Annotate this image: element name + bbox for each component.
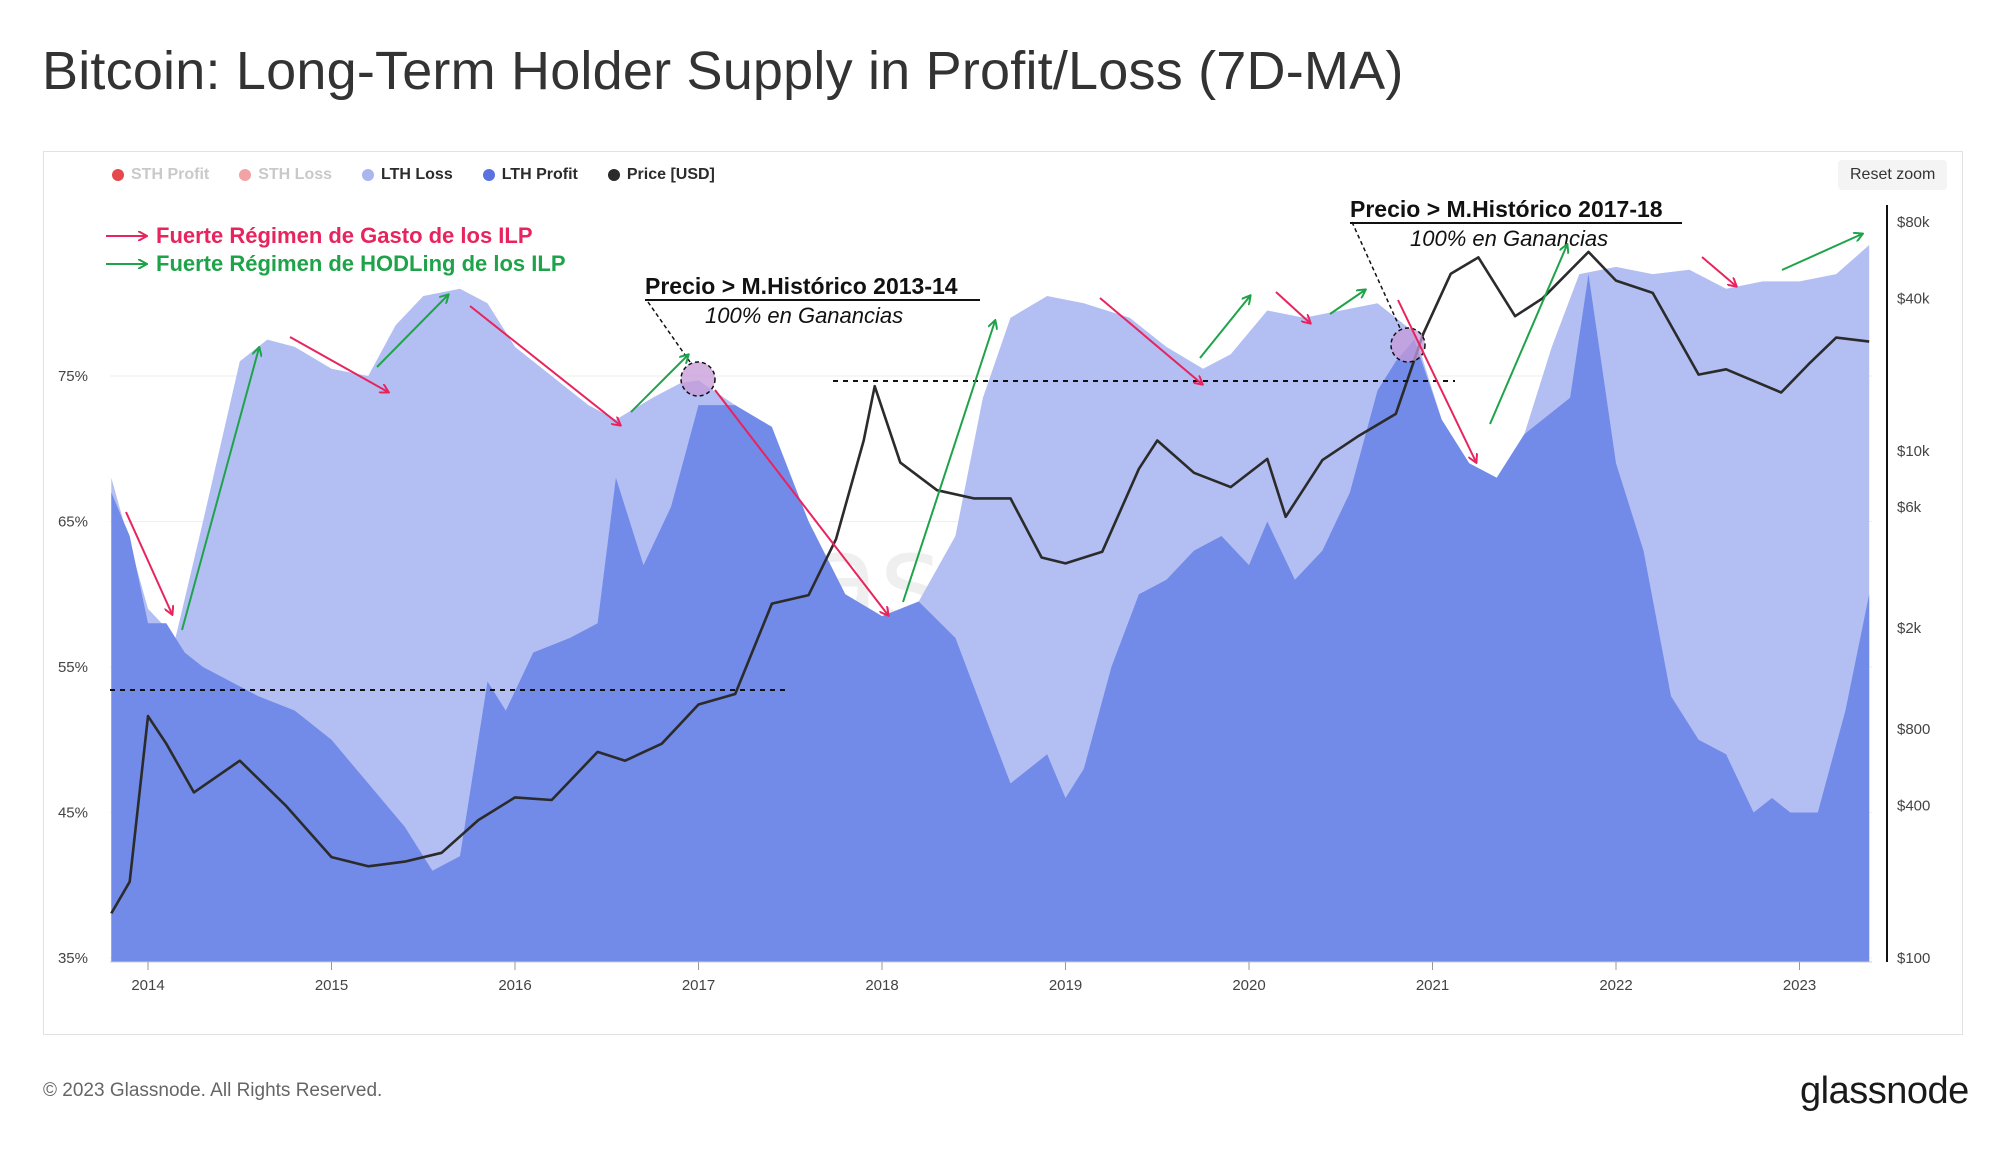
y-right-tick-label: $400: [1897, 797, 1930, 814]
key-label-spend: Fuerte Régimen de Gasto de los ILP: [156, 223, 533, 248]
callout-line-2013-14: [647, 301, 691, 363]
x-tick-label: 2023: [1783, 977, 1816, 994]
y-left-tick-label: 45%: [58, 805, 88, 822]
x-tick-label: 2018: [865, 977, 898, 994]
spend-arrow: [1275, 291, 1310, 323]
legend-dot-sth-profit: [112, 169, 124, 181]
hodl-arrow: [630, 355, 688, 413]
y-right-tick-label: $10k: [1897, 443, 1930, 460]
annotation-key: Fuerte Régimen de Gasto de los ILP Fuert…: [106, 223, 566, 276]
annotation-subtitle: 100% en Ganancias: [1410, 226, 1608, 251]
reset-zoom-button[interactable]: Reset zoom: [1838, 160, 1948, 190]
y-left-tick-label: 55%: [58, 659, 88, 676]
hodl-arrows: [181, 234, 1862, 631]
hodl-arrow: [376, 295, 448, 368]
y-right-tick-label: $40k: [1897, 290, 1930, 307]
ath-marker-2017: [680, 361, 716, 397]
legend-item-price[interactable]: Price [USD]: [607, 166, 715, 184]
annotation-ath-2017-18: Precio > M.Histórico 2017-18 100% en Gan…: [1350, 196, 1682, 251]
legend-dot-lth-profit: [482, 169, 495, 181]
spend-arrow: [125, 511, 172, 614]
x-axis: 2014 2015 2016 2017 2018 2019 2020 2021 2022 2023: [110, 961, 1872, 994]
spend-arrow: [1701, 256, 1736, 286]
legend-dot-sth-loss: [239, 169, 252, 181]
hodl-arrow: [1199, 296, 1250, 359]
ath-reference-lines: [110, 380, 1455, 691]
hodl-arrow: [1781, 234, 1862, 271]
spend-arrow: [289, 336, 388, 392]
x-tick-label: 2014: [131, 977, 164, 994]
annotation-title: Precio > M.Histórico 2013-14: [645, 273, 958, 299]
y-right-tick-label: $2k: [1897, 620, 1922, 637]
annotation-ath-2013-14: Precio > M.Histórico 2013-14 100% en Gan…: [645, 273, 980, 328]
key-label-hodl: Fuerte Régimen de HODLing de los ILP: [156, 251, 566, 276]
legend-item-sth-loss[interactable]: STH Loss: [239, 166, 332, 184]
hodl-arrow: [902, 321, 995, 603]
callout-line-2017-18: [1351, 221, 1401, 329]
legend-label: LTH Loss: [381, 166, 453, 183]
y-right-tick-label: $800: [1897, 721, 1930, 738]
x-tick-label: 2017: [682, 977, 715, 994]
lth-profit-area: [111, 274, 1870, 963]
y-axis-left: 35% 45% 55% 65% 75%: [58, 368, 88, 967]
y-axis-right: $100 $400 $800 $2k $6k $10k $40k $80k: [1897, 214, 1930, 967]
legend-dot-price: [607, 169, 620, 181]
hodl-arrow: [181, 348, 259, 631]
spend-arrows: [125, 256, 1736, 615]
y-left-tick-label: 75%: [58, 368, 88, 385]
spend-arrow: [714, 389, 888, 615]
x-tick-label: 2020: [1232, 977, 1265, 994]
x-tick-label: 2019: [1049, 977, 1082, 994]
hodl-arrow: [1489, 245, 1567, 425]
annotation-subtitle: 100% en Ganancias: [705, 303, 903, 328]
legend-label: LTH Profit: [501, 166, 578, 183]
spend-arrow: [469, 305, 620, 425]
chart-legend: STH Profit STH Loss LTH Loss LTH Profit …: [112, 166, 715, 184]
spend-arrow: [1099, 297, 1202, 384]
price-line: [110, 250, 1870, 915]
page-title: Bitcoin: Long-Term Holder Supply in Prof…: [42, 41, 1404, 101]
legend-item-sth-profit[interactable]: STH Profit: [112, 166, 209, 184]
y-left-tick-label: 35%: [58, 950, 88, 967]
annotation-title: Precio > M.Histórico 2017-18: [1350, 196, 1663, 222]
x-tick-label: 2016: [498, 977, 531, 994]
legend-label: Price [USD]: [626, 166, 715, 183]
legend-item-lth-profit[interactable]: LTH Profit: [482, 166, 578, 184]
x-tick-label: 2022: [1599, 977, 1632, 994]
legend-label: STH Profit: [131, 166, 210, 183]
hodl-arrow: [1329, 290, 1365, 315]
legend-label: STH Loss: [258, 166, 333, 183]
legend-item-lth-loss[interactable]: LTH Loss: [362, 166, 453, 184]
y-right-tick-label: $80k: [1897, 214, 1930, 231]
legend-dot-lth-loss: [362, 169, 375, 181]
y-left-tick-label: 65%: [58, 514, 88, 531]
spend-arrow: [1397, 299, 1476, 462]
x-tick-label: 2015: [315, 977, 348, 994]
footer-brand-logo: glassnode: [1800, 1070, 1969, 1112]
footer-copyright: © 2023 Glassnode. All Rights Reserved.: [43, 1080, 383, 1101]
x-tick-label: 2021: [1416, 977, 1449, 994]
y-right-tick-label: $100: [1897, 950, 1930, 967]
y-right-tick-label: $6k: [1897, 499, 1922, 516]
